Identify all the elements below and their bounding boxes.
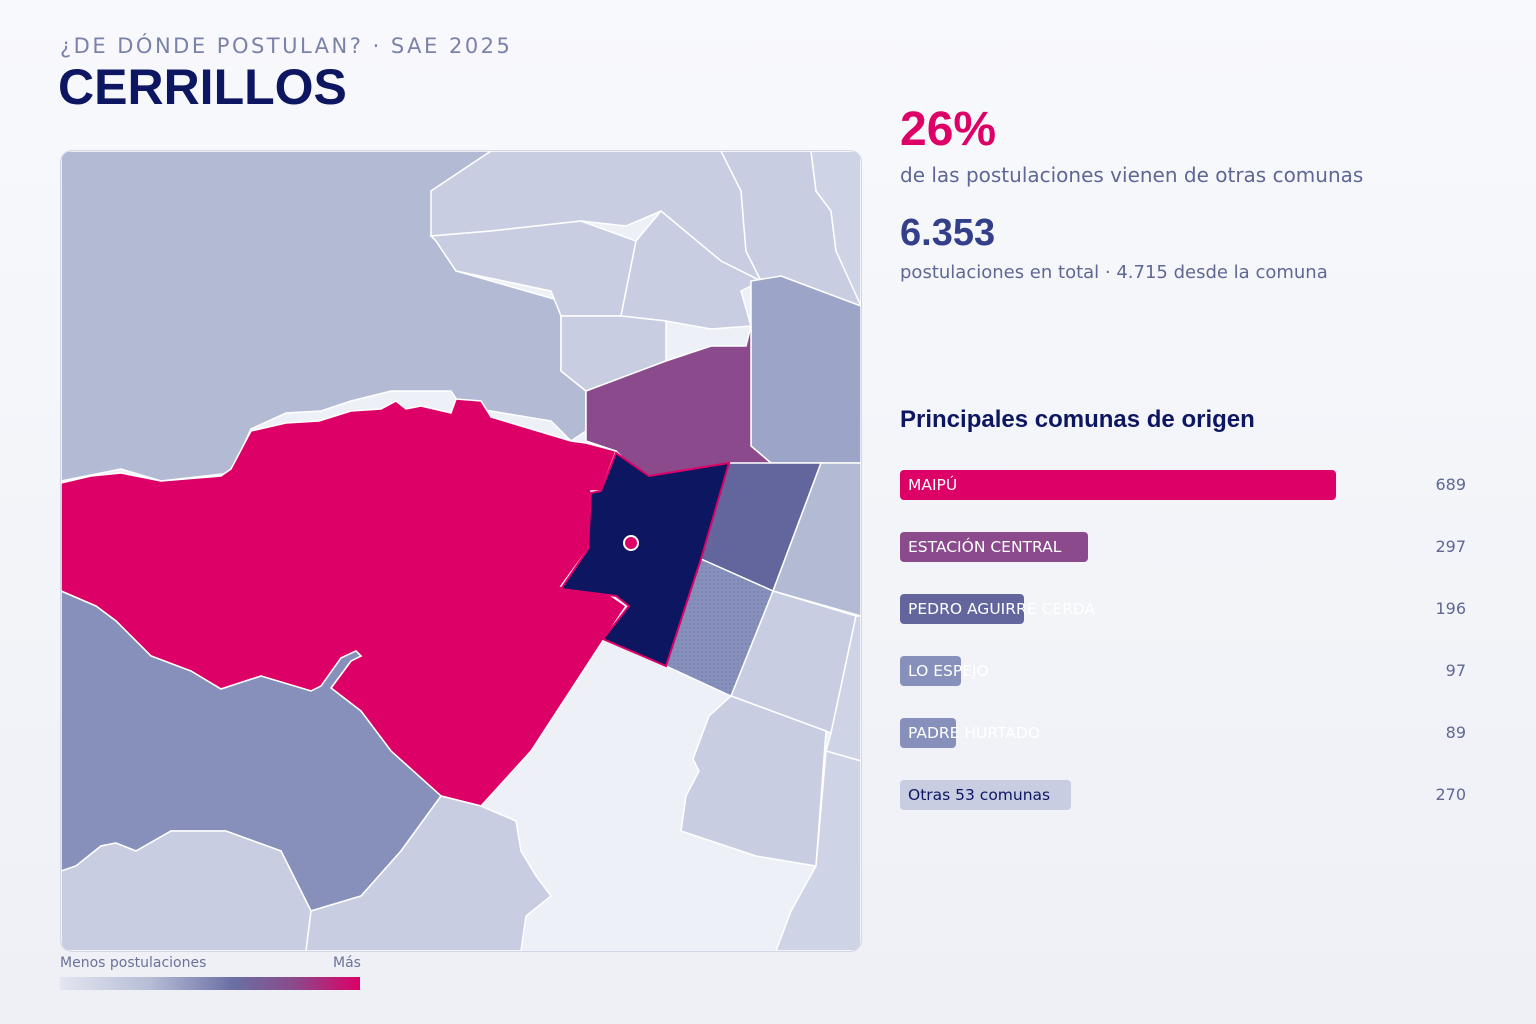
page-kicker: ¿DE DÓNDE POSTULAN? · SAE 2025: [60, 34, 513, 58]
origin-bar-row: LO ESPEJO 97: [900, 656, 1470, 686]
origin-bar-value: 89: [1445, 723, 1466, 742]
commune-la-cisterna[interactable]: [680, 695, 827, 867]
origin-bar-value: 297: [1435, 537, 1466, 556]
map-svg: [61, 151, 861, 951]
legend-high-label: Más: [333, 955, 361, 971]
origin-bar-row: PEDRO AGUIRRE CERDA 196: [900, 594, 1470, 624]
commune-east-edge-2[interactable]: [775, 750, 861, 951]
commune-south-west[interactable]: [61, 830, 312, 951]
page-title: CERRILLOS: [58, 59, 347, 115]
total-applications-description: postulaciones en total · 4.715 desde la …: [900, 262, 1328, 283]
choropleth-map: [60, 150, 862, 952]
origin-bar-label: LO ESPEJO: [908, 662, 989, 680]
origin-bar: [900, 780, 1071, 810]
origin-bar: [900, 594, 1024, 624]
legend-gradient-bar: [60, 977, 360, 990]
origin-bar: [900, 656, 961, 686]
commune-cerrillos-selected[interactable]: [559, 451, 731, 668]
origin-bar-row: MAIPÚ 689: [900, 470, 1470, 500]
commune-santiago[interactable]: [750, 275, 861, 464]
legend-low-label: Menos postulaciones: [60, 955, 207, 971]
origin-bar-value: 270: [1435, 785, 1466, 804]
commune-san-bernardo-north[interactable]: [305, 795, 553, 951]
origin-bar-value: 97: [1445, 661, 1466, 680]
origin-bar: [900, 470, 1336, 500]
origin-bar-label: MAIPÚ: [908, 476, 958, 494]
origin-bar-label: ESTACIÓN CENTRAL: [908, 538, 1062, 556]
origin-bar-value: 689: [1435, 475, 1466, 494]
origin-bars-title: Principales comunas de origen: [900, 406, 1255, 433]
origin-bar-row: PADRE HURTADO 89: [900, 718, 1470, 748]
origin-bar-label: Otras 53 comunas: [908, 786, 1051, 804]
origin-bar-label: PEDRO AGUIRRE CERDA: [908, 600, 1096, 618]
commune-san-miguel[interactable]: [772, 462, 861, 617]
origin-bar-value: 196: [1435, 599, 1466, 618]
origin-bar-row: ESTACIÓN CENTRAL 297: [900, 532, 1470, 562]
origin-bar-label: PADRE HURTADO: [908, 724, 1041, 742]
origin-bar: [900, 718, 956, 748]
origin-bar-row: Otras 53 comunas 270: [900, 780, 1470, 810]
origin-bar: [900, 532, 1088, 562]
total-applications-value: 6.353: [900, 212, 996, 254]
cerrillos-marker: [623, 535, 639, 551]
commune-north-edge[interactable]: [810, 151, 861, 307]
external-share-description: de las postulaciones vienen de otras com…: [900, 163, 1364, 187]
external-share-value: 26%: [900, 103, 997, 156]
